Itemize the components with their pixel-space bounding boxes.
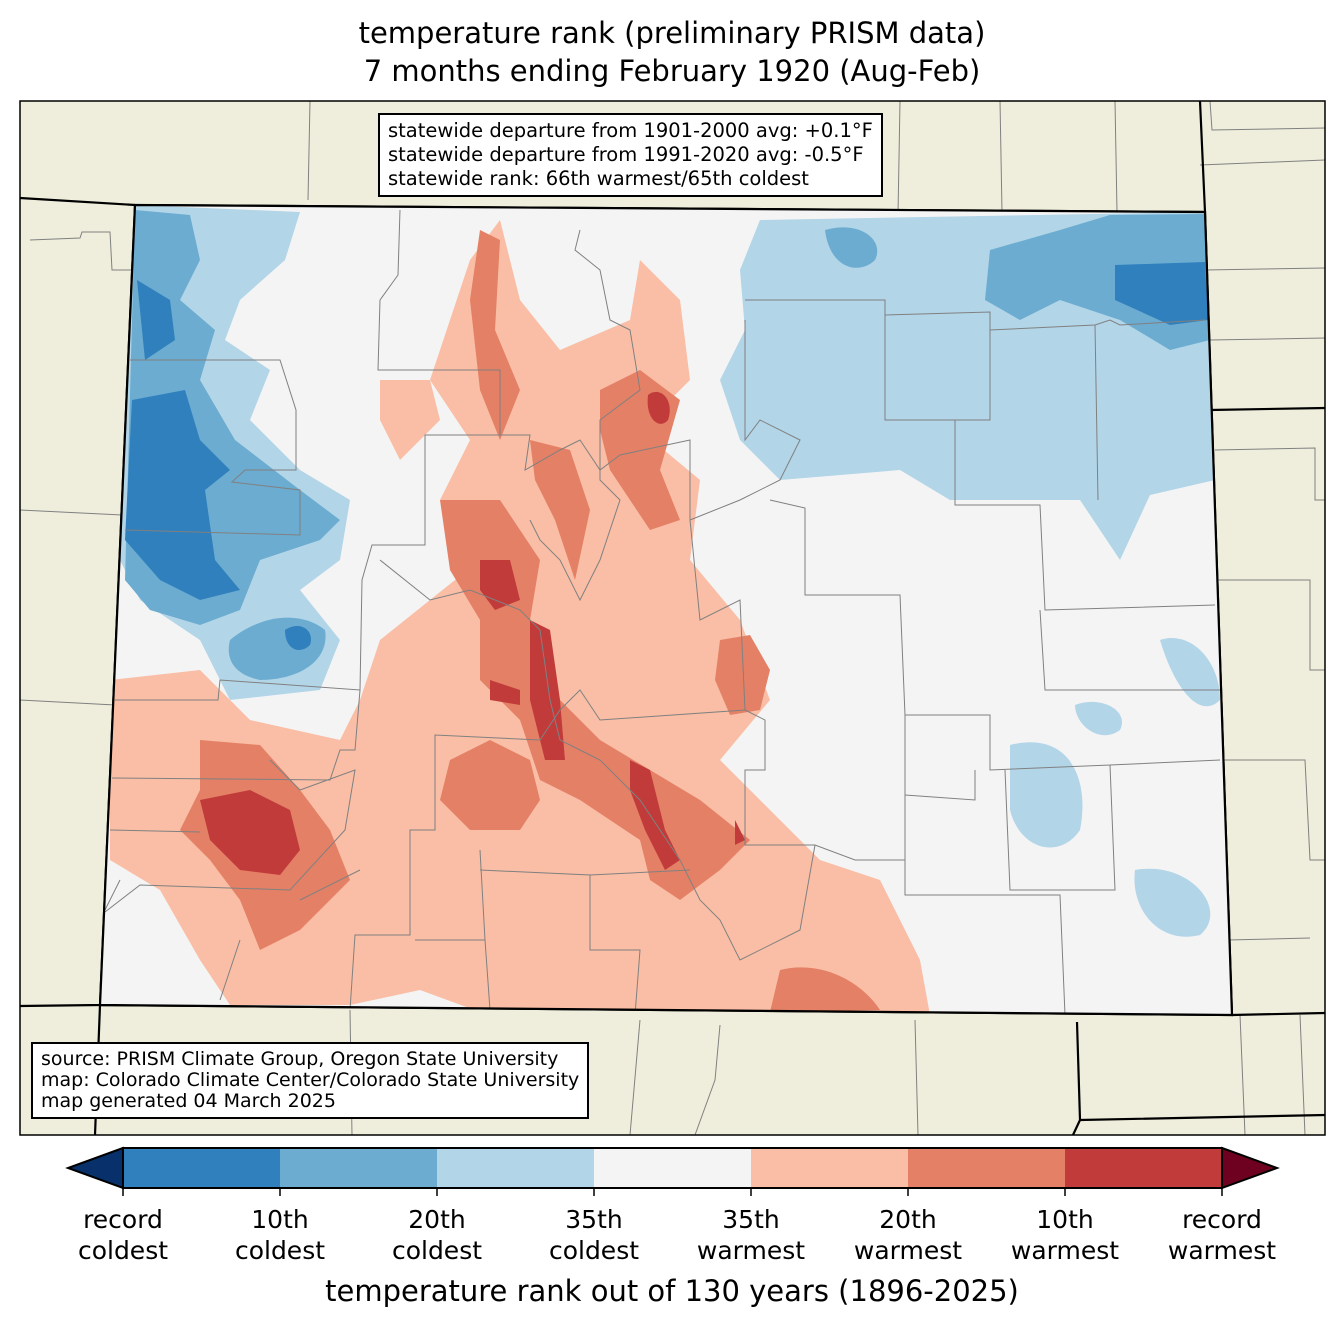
colorbar-tick-label: 35th warmest [671,1204,831,1266]
tick-label-line1: 10th [251,1205,309,1234]
source-line: source: PRISM Climate Group, Oregon Stat… [41,1048,559,1070]
colorbar-bin [751,1148,909,1188]
source-line: map: Colorado Climate Center/Colorado St… [41,1069,580,1091]
map-subtitle: 7 months ending February 1920 (Aug-Feb) [363,54,981,88]
neighbor-county-lines [20,101,1325,1135]
colorbar-bin [437,1148,595,1188]
tick-label-line1: 20th [879,1205,937,1234]
tick-label-line1: 20th [408,1205,466,1234]
tick-label-line2: coldest [77,1236,169,1265]
colorbar-tick-label: 35th coldest [514,1204,674,1266]
tick-label-line2: warmest [696,1236,806,1265]
tick-label-line1: 35th [722,1205,780,1234]
stats-line: statewide rank: 66th warmest/65th coldes… [388,167,809,190]
tick-label-line2: coldest [391,1236,483,1265]
colorbar-bin [594,1148,752,1188]
colorbar-tick-label: 10th warmest [985,1204,1145,1266]
source-line: map generated 04 March 2025 [41,1090,336,1112]
tick-label-line2: warmest [853,1236,963,1265]
colorbar-bin [280,1148,438,1188]
colorbar-tick-label: 20th warmest [828,1204,988,1266]
tick-label-line2: warmest [1167,1236,1277,1265]
rank-shading [100,205,1232,1015]
tick-label-line1: record [83,1205,163,1234]
statewide-stats-box: statewide departure from 1901-2000 avg: … [378,113,883,197]
tick-label-line1: 10th [1036,1205,1094,1234]
colorbar-tick-label: 20th coldest [357,1204,517,1266]
colorbar-tick-label: 10th coldest [200,1204,360,1266]
colorbar-under-arrow [65,1146,124,1190]
county-lines [104,209,1221,1015]
colorbar-bin [1065,1148,1223,1188]
colorbar-tick-label: record warmest [1142,1204,1302,1266]
colorbar-title: temperature rank out of 130 years (1896-… [325,1274,1019,1308]
colorbar [65,1146,1280,1196]
tick-label-line2: warmest [1010,1236,1120,1265]
source-box: source: PRISM Climate Group, Oregon Stat… [31,1042,590,1119]
colorbar-bin [123,1148,281,1188]
map-title: temperature rank (preliminary PRISM data… [358,16,986,50]
stats-line: statewide departure from 1991-2020 avg: … [388,143,864,166]
tick-label-line2: coldest [548,1236,640,1265]
stats-line: statewide departure from 1901-2000 avg: … [388,119,873,142]
tick-label-line2: coldest [234,1236,326,1265]
tick-label-line1: record [1182,1205,1262,1234]
colorbar-bin [908,1148,1066,1188]
tick-label-line1: 35th [565,1205,623,1234]
colorado-border [98,203,1234,1017]
colorbar-tick-label: record coldest [43,1204,203,1266]
colorbar-over-arrow [1221,1146,1280,1190]
map-frame [19,100,1326,1136]
